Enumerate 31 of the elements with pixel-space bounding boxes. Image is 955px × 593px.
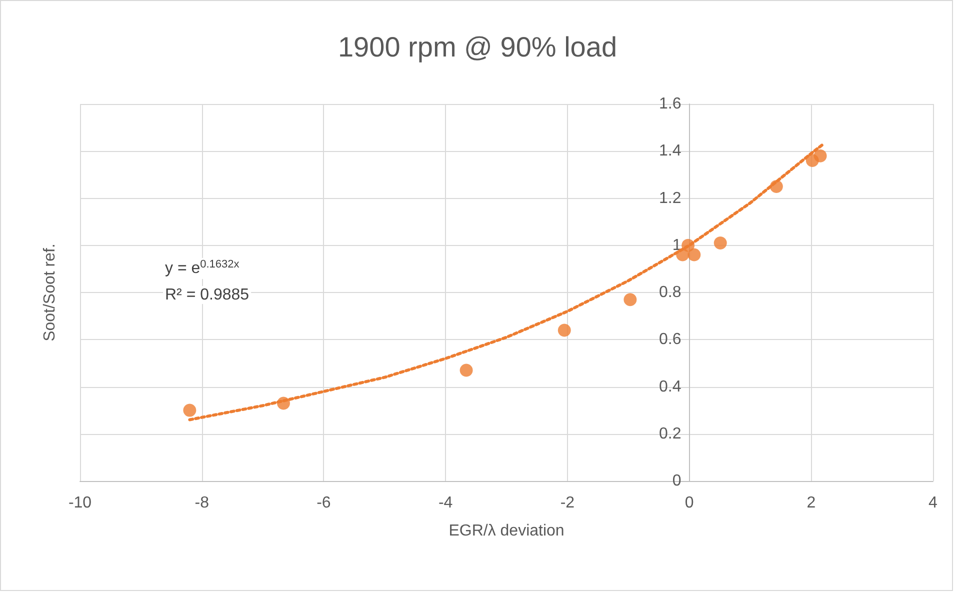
x-tick-label: 0 [684, 494, 694, 512]
x-tick-label: -6 [316, 494, 331, 512]
point [460, 364, 473, 377]
point [277, 396, 290, 410]
x-axis-title: EGR/λ deviation [448, 522, 564, 540]
x-tick-label: -4 [438, 494, 453, 512]
x-tick-label: -10 [68, 494, 92, 512]
point [714, 236, 727, 250]
y-tick-label: 0 [672, 472, 682, 490]
y-tick-label: 1 [672, 236, 682, 254]
x-tick-label: -2 [560, 494, 575, 512]
annotation: R² = 0.9885 [165, 286, 250, 304]
point [688, 248, 701, 262]
x-tick-label: 2 [806, 494, 816, 512]
chart-title: 1900 rpm @ 90% load [338, 32, 618, 62]
y-tick-label: 0.8 [659, 284, 682, 301]
point [770, 180, 783, 193]
point [558, 324, 571, 337]
point [814, 149, 827, 162]
y-axis-title: Soot/Soot ref. [42, 244, 58, 342]
point [682, 238, 695, 252]
y-tick-label: 1.6 [659, 96, 682, 112]
x-tick-label: -8 [194, 494, 210, 512]
point [624, 293, 637, 306]
y-tick-label: 1.4 [659, 142, 682, 160]
y-tick-label: 0.2 [659, 425, 682, 442]
point [183, 404, 196, 417]
y-tick-label: 1.2 [659, 190, 682, 207]
y-tick-label: 0.4 [659, 378, 682, 396]
x-tick-label: 4 [928, 494, 938, 512]
y-tick-label: 0.6 [659, 331, 682, 348]
